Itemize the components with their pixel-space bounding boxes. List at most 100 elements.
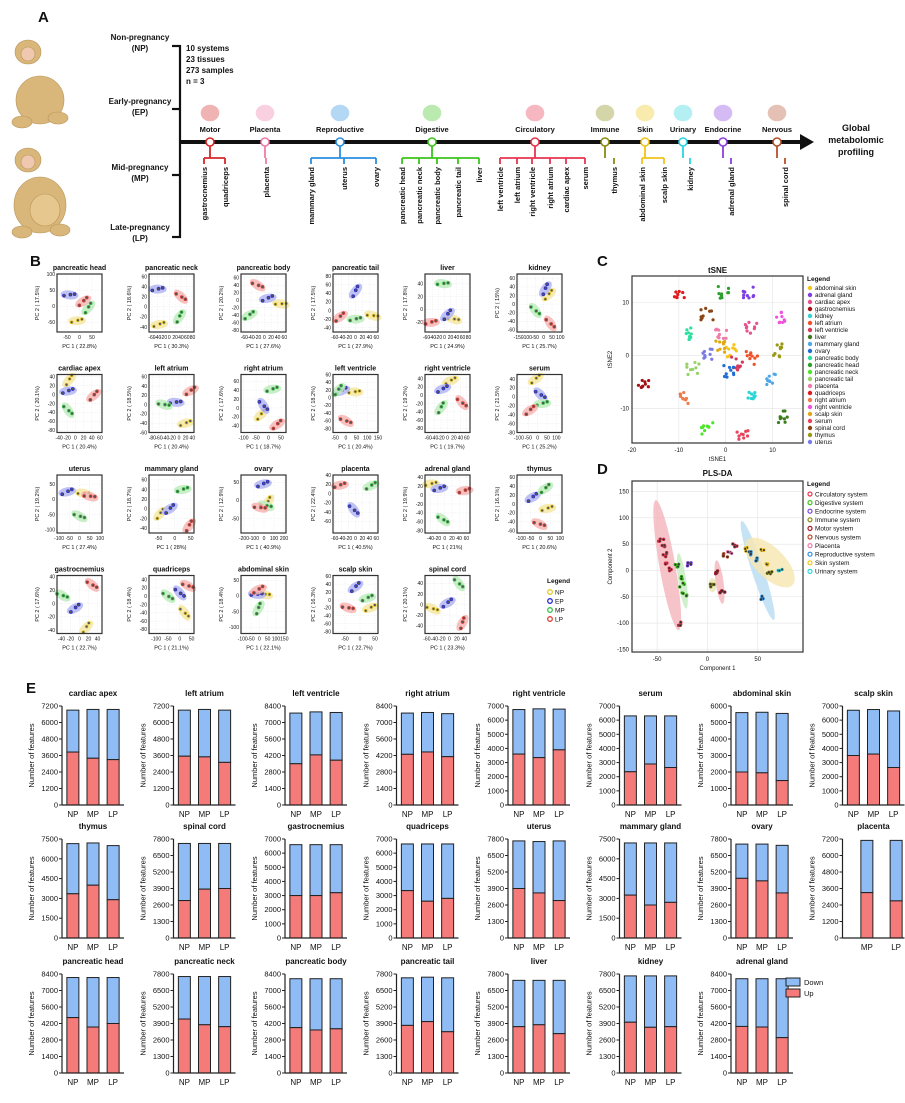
sample-point-NP [452, 317, 457, 321]
x-tick-label: 0 [359, 637, 362, 643]
bar-up-NP [177, 1018, 191, 1074]
plsda-point [754, 559, 758, 563]
y-axis-label: Number of features [27, 991, 36, 1055]
plot-frame [424, 373, 471, 434]
y-tick-label: 20 [509, 493, 515, 499]
chart-title: scalp skin [854, 689, 893, 698]
y-tick-label: -40 [324, 510, 331, 516]
tsne-point [731, 346, 735, 350]
x-tick-label: MP [310, 943, 322, 952]
tsne-point [703, 429, 707, 433]
y-axis-label: PC 2 ( 18.7%) [127, 487, 133, 522]
tsne-point [678, 392, 682, 396]
x-tick-label: -20 [169, 436, 176, 442]
y-tick-label: 40 [233, 388, 239, 394]
x-tick-label: LP [889, 810, 899, 819]
bar-down-NP [66, 843, 80, 895]
tsne-point [743, 290, 747, 294]
sample-point-NP [273, 302, 278, 307]
y-tick-label: 40 [509, 377, 515, 383]
sample-point-NP [76, 318, 80, 323]
tsne-point [708, 352, 712, 356]
sample-point-NP [178, 607, 183, 611]
sample-point-EP [349, 589, 354, 593]
y-tick-label: 40 [417, 376, 423, 382]
y-tick-label: 20 [233, 397, 239, 403]
panel-c-tsne: tSNE -20 -10 0 10 -10 0 10 tSNE1 tSNE2 Legend abdom… [608, 266, 860, 463]
tsne-point [740, 360, 744, 364]
y-axis-label: PC 2 ( 20.2%) [219, 286, 225, 321]
x-axis-label: PC 1 ( 27.6%) [246, 344, 281, 350]
bar-up-LP [106, 1023, 120, 1074]
x-tick-label: 0 [542, 335, 545, 341]
tsne-point [707, 425, 711, 429]
y-tick-label: 0 [54, 801, 58, 810]
x-tick-label: 50 [89, 335, 95, 341]
sample-point-NP [546, 506, 551, 510]
x-tick-label: -100 [238, 637, 248, 643]
confidence-ellipse-circulatory [653, 500, 682, 631]
sample-point-NP [534, 376, 539, 381]
system-node-icon [640, 137, 650, 147]
tsne-point [716, 284, 720, 289]
tissue-label-abdominal-skin: abdominal skin [638, 167, 647, 222]
sample-point-LP [82, 494, 87, 498]
legend-label-spinal-cord: spinal cord [815, 425, 845, 432]
tsne-point [734, 366, 738, 370]
sample-point-LP [92, 392, 97, 397]
x-tick-label: 0 [74, 436, 77, 442]
y-tick-label: 0 [388, 801, 392, 810]
pca-title: gastrocnemius [55, 567, 105, 574]
legend-marker [807, 306, 813, 312]
plsda-point [723, 590, 727, 594]
x-tick-label: MP [645, 1078, 657, 1087]
tsne-cluster-right-atrium [678, 390, 690, 405]
y-tick-label: 7000 [487, 702, 504, 711]
y-tick-label: 40 [141, 284, 147, 290]
sample-point-EP [436, 390, 440, 394]
y-axis-label: Number of features [139, 991, 148, 1055]
tsne-point [711, 318, 715, 322]
tissue-label-pancreatic-head: pancreatic head [398, 167, 407, 225]
x-tick-label: -50 [247, 637, 254, 643]
y-tick-label: 6000 [41, 718, 58, 727]
legend-marker [807, 411, 813, 417]
plsda-point [681, 581, 685, 585]
sample-point-LP [174, 292, 178, 296]
panel-e-feature-bars: cardiac apex 0 1200 2400 3600 4800 6000 7200 Num… [27, 689, 905, 1087]
y-axis-label: Number of features [362, 856, 371, 920]
y-axis-label: Number of features [27, 723, 36, 787]
y-tick-label: 3000 [487, 758, 504, 767]
x-tick-label: 0 [536, 436, 539, 442]
x-tick-label: NP [513, 810, 524, 819]
plsda-point [721, 554, 726, 558]
bar-up-NP [400, 753, 414, 806]
x-tick-label: 40 [89, 436, 95, 442]
x-tick-label: -100 [514, 436, 524, 442]
sample-point-MP [167, 403, 171, 407]
sample-point-MP [460, 584, 465, 589]
tsne-point [779, 311, 783, 315]
tsne-cluster-pancreatic-head [716, 284, 731, 300]
y-tick-label: -80 [416, 529, 423, 535]
y-tick-label: 50 [233, 480, 239, 486]
x-tick-label: LP [443, 1078, 453, 1087]
x-tick-label: -60 [148, 335, 155, 341]
y-tick-label: 0 [611, 1069, 615, 1078]
chart-title: abdominal skin [733, 689, 791, 698]
y-tick-label: -20 [140, 412, 147, 418]
sample-point-MP [70, 411, 74, 416]
pca-title: mammary gland [145, 466, 199, 473]
plsda-point [714, 570, 718, 575]
x-tick-label: 20 [183, 436, 189, 442]
tsne-point [751, 397, 755, 401]
tsne-point [686, 401, 690, 405]
x-axis-label: PC 1 ( 20.4%) [338, 445, 373, 451]
pca-plot-adrenal-gland: adrenal gland-40 -20 0 20 40 60-80-60-40-2002… [403, 466, 474, 551]
tissue-label-placenta: placenta [262, 166, 271, 197]
legend-label-cardiac-apex: cardiac apex [815, 299, 851, 306]
x-tick-label: -60 [155, 436, 162, 442]
plsda-system-urinary-system [776, 567, 784, 573]
y-tick-label: 4000 [376, 877, 393, 886]
